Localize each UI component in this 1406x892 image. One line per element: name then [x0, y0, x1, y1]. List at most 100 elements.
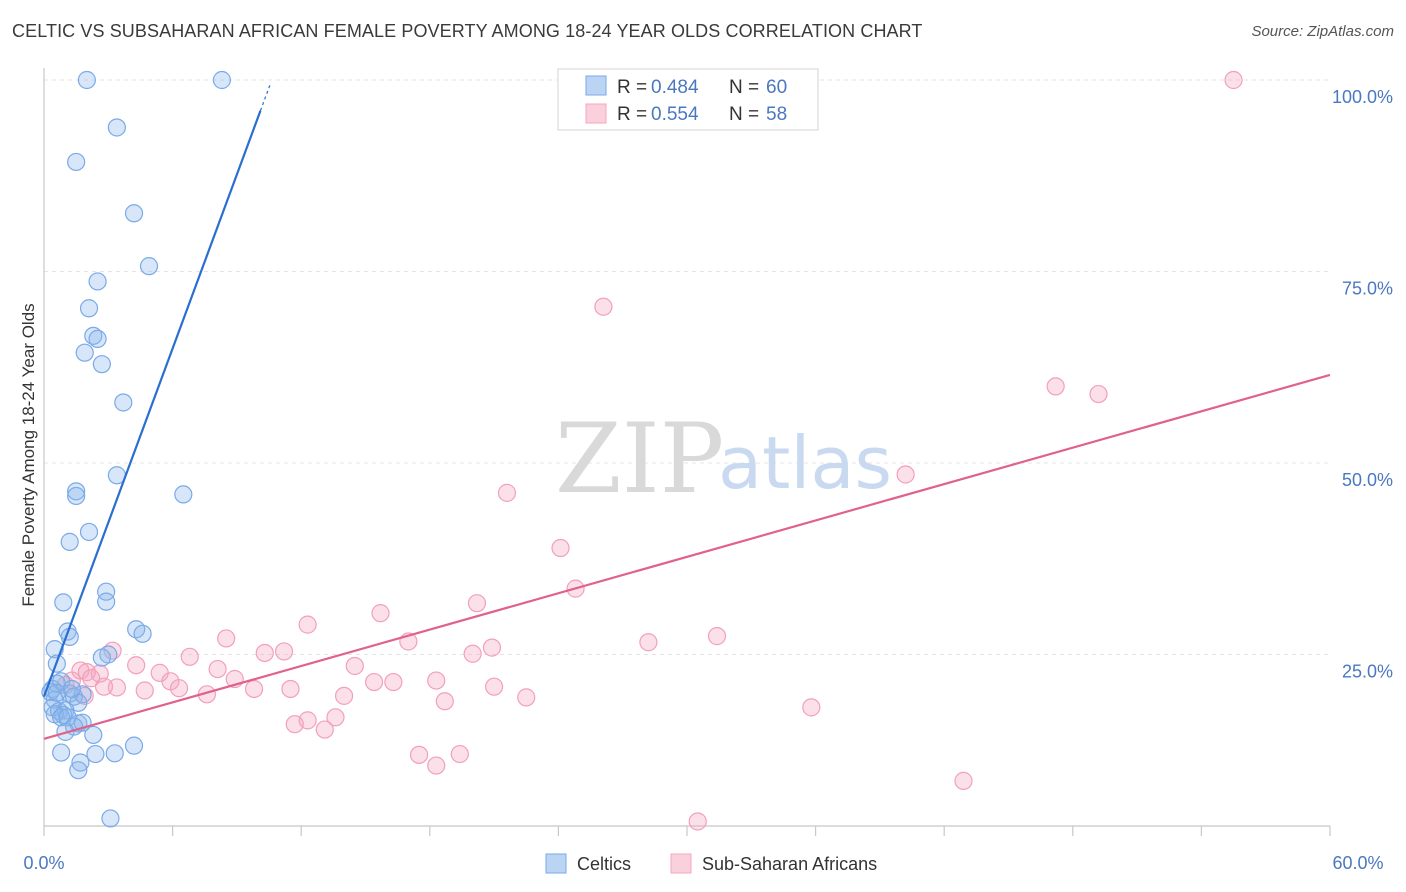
point-subsaharan [384, 672, 403, 692]
point-subsaharan [409, 745, 429, 764]
point-celtic [124, 204, 144, 223]
point-celtic [86, 744, 105, 764]
point-celtic [124, 736, 144, 755]
y-tick-labels: 25.0% 50.0% 75.0% 100.0% [1332, 87, 1393, 682]
point-celtic [84, 725, 103, 745]
point-subsaharan [1046, 377, 1065, 396]
watermark-atlas: atlas [718, 421, 892, 505]
legend-celtic-n-label: N = [729, 77, 759, 98]
point-subsaharan [217, 629, 236, 648]
point-subsaharan [463, 644, 482, 663]
point-celtic [69, 761, 88, 780]
point-celtic [105, 744, 124, 763]
point-subsaharan [281, 679, 300, 699]
point-subsaharan [244, 679, 264, 699]
watermark: ZIP atlas [555, 403, 892, 515]
gridlines [44, 79, 1330, 655]
point-subsaharan [208, 659, 227, 679]
point-celtic [92, 355, 111, 374]
point-celtic [73, 685, 92, 704]
y-axis-title: Female Poverty Among 18-24 Year Olds [19, 303, 38, 606]
point-celtic [62, 679, 81, 699]
x-tick-label-min: 0.0% [23, 853, 64, 873]
legend-celtic-r: 0.484 [651, 77, 699, 98]
point-subsaharan [107, 678, 126, 697]
point-subsaharan [82, 669, 101, 688]
trend-lines [42, 84, 1331, 740]
point-subsaharan [551, 538, 570, 558]
legend-box: R = 0.484 N = 60 R = 0.554 N = 58 [557, 68, 819, 131]
point-subsaharan [497, 483, 517, 502]
point-subsaharan [427, 756, 446, 775]
trend-line-subsaharan [43, 373, 1331, 740]
point-subsaharan [485, 677, 504, 696]
point-subsaharan [467, 594, 487, 613]
y-tick-label: 25.0% [1342, 662, 1393, 682]
point-subsaharan [450, 744, 469, 764]
point-subsaharan [954, 771, 973, 790]
point-celtic [101, 809, 120, 828]
point-subsaharan [482, 638, 502, 657]
watermark-zip: ZIP [555, 403, 724, 515]
point-subsaharan [180, 647, 199, 666]
point-celtic [88, 329, 107, 349]
point-celtic [47, 683, 66, 702]
point-subsaharan [135, 681, 154, 700]
point-subsaharan [298, 615, 317, 634]
point-celtic [133, 624, 152, 643]
point-celtic [174, 485, 193, 504]
point-celtic [92, 648, 111, 667]
point-subsaharan [364, 672, 384, 692]
legend-subsaharan-n: 58 [766, 104, 787, 125]
point-celtic [212, 70, 231, 90]
y-tick-label: 50.0% [1342, 470, 1393, 490]
x-ticks [43, 826, 1331, 836]
chart-title: CELTIC VS SUBSAHARAN AFRICAN FEMALE POVE… [12, 21, 923, 41]
bottom-legend: Celtics Sub-Saharan Africans [545, 853, 877, 874]
bottom-legend-subsaharan: Sub-Saharan Africans [702, 854, 877, 874]
point-subsaharan [345, 656, 364, 676]
point-subsaharan [127, 656, 146, 675]
point-celtic [52, 743, 71, 762]
point-subsaharan [639, 633, 658, 652]
bottom-legend-swatch-celtic [545, 853, 567, 874]
point-celtic [139, 257, 159, 276]
point-subsaharan [427, 671, 446, 690]
legend-swatch-subsaharan [585, 103, 607, 124]
bottom-legend-celtic: Celtics [577, 854, 631, 874]
point-subsaharan [285, 715, 304, 734]
point-celtic [88, 272, 107, 291]
point-celtic [67, 486, 86, 506]
y-tick-label: 100.0% [1332, 87, 1393, 107]
point-subsaharan [255, 643, 274, 663]
y-tick-label: 75.0% [1342, 279, 1393, 299]
axes [43, 68, 1331, 836]
point-subsaharan [274, 642, 294, 661]
point-subsaharan [371, 604, 390, 623]
point-celtic [107, 118, 126, 137]
legend-celtic-n: 60 [766, 77, 787, 98]
point-celtic [97, 592, 116, 611]
point-subsaharan [94, 677, 114, 696]
point-celtic [60, 532, 79, 551]
point-subsaharan [517, 688, 536, 707]
point-subsaharan [594, 297, 613, 316]
point-subsaharan [688, 812, 707, 831]
point-subsaharan [435, 692, 454, 711]
point-celtic [97, 582, 116, 601]
legend-subsaharan-n-label: N = [729, 104, 759, 125]
bottom-legend-swatch-subsaharan [670, 853, 692, 874]
legend-swatch-celtic [585, 75, 607, 96]
point-celtic [79, 522, 99, 542]
point-subsaharan [315, 720, 334, 739]
point-subsaharan [334, 686, 354, 705]
chart-source: Source: ZipAtlas.com [1251, 23, 1394, 40]
point-celtic [77, 70, 96, 90]
point-celtic [114, 393, 133, 412]
point-celtic [75, 343, 94, 362]
point-subsaharan [1089, 384, 1108, 404]
trend-line-celtic [42, 110, 262, 698]
series-celtic-points [41, 70, 231, 828]
point-celtic [52, 708, 71, 727]
